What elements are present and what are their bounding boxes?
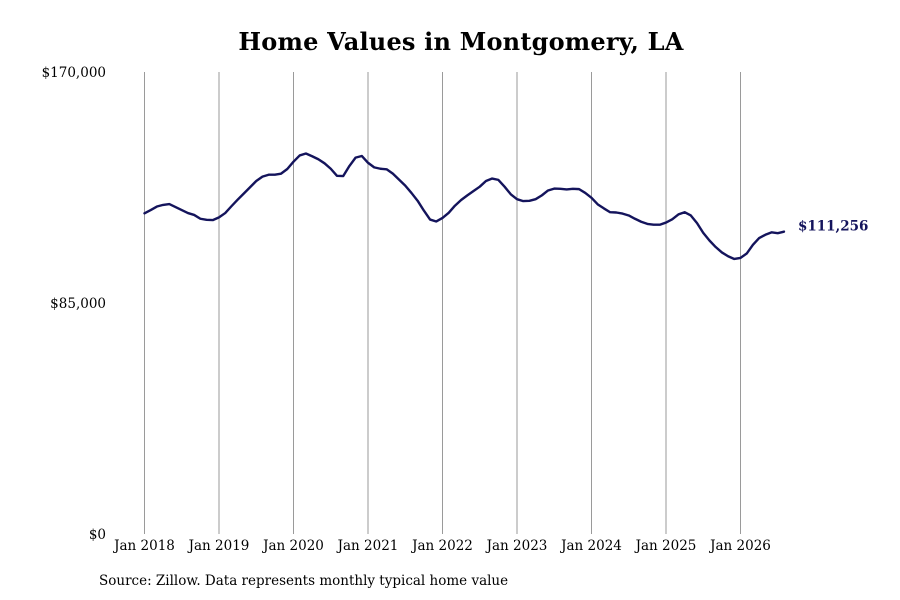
x-tick-label: Jan 2026 [708, 538, 771, 554]
x-tick-label: Jan 2022 [410, 538, 473, 554]
chart-title: Home Values in Montgomery, LA [238, 27, 684, 56]
y-axis-tick-labels: $0 $85,000 $170,000 [42, 65, 106, 543]
x-tick-label: Jan 2023 [485, 538, 548, 554]
x-tick-label: Jan 2021 [336, 538, 399, 554]
x-tick-label: Jan 2018 [112, 538, 175, 554]
x-axis-tick-labels: Jan 2018 Jan 2019 Jan 2020 Jan 2021 Jan 2022… [112, 538, 771, 554]
x-tick-label: Jan 2019 [187, 538, 250, 554]
x-tick-label: Jan 2024 [559, 538, 622, 554]
source-note: Source: Zillow. Data represents monthly … [99, 573, 509, 589]
y-tick-label: $0 [89, 527, 106, 543]
home-value-series-line [143, 152, 786, 261]
x-tick-label: Jan 2020 [261, 538, 324, 554]
y-tick-label: $85,000 [50, 296, 106, 312]
vertical-gridlines [144, 72, 741, 534]
y-tick-label: $170,000 [42, 65, 106, 81]
x-tick-label: Jan 2025 [634, 538, 697, 554]
last-value-label: $111,256 [798, 219, 868, 235]
